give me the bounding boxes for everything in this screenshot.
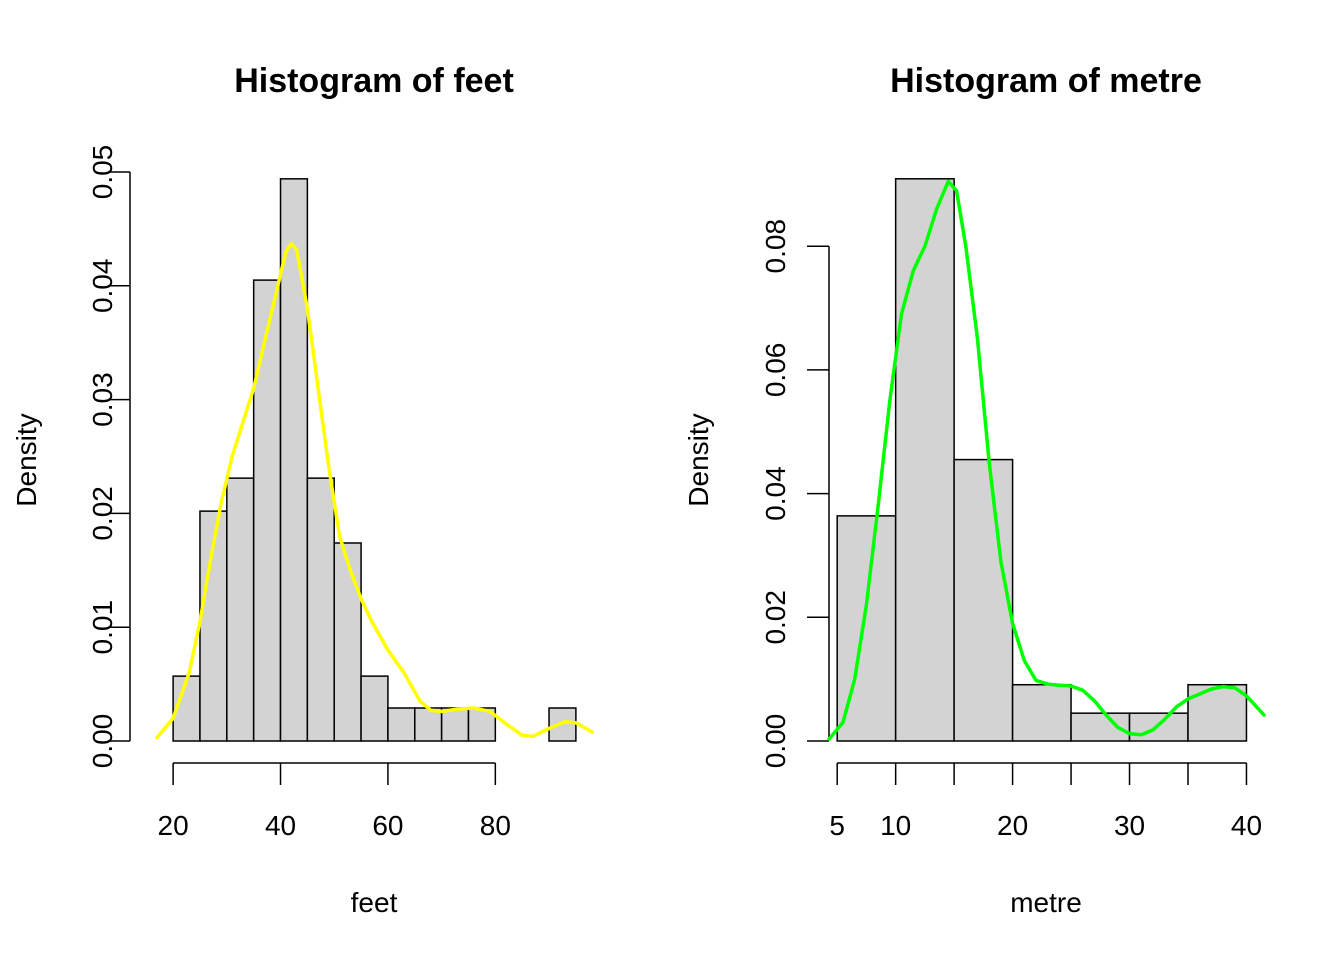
- feet-histogram-panel: Histogram of feet 0.00 0.01 0.02 0.03 0.04 0.0…: [11, 62, 594, 918]
- feet-x-axis-label: feet: [351, 887, 398, 918]
- feet-y-tick-label: 0.04: [87, 259, 118, 314]
- metre-x-tick-label: 5: [829, 810, 845, 841]
- feet-y-tick-label: 0.02: [87, 486, 118, 541]
- metre-x-axis-label: metre: [1010, 887, 1082, 918]
- metre-x-tick-label: 40: [1231, 810, 1262, 841]
- metre-histogram-bar: [1187, 683, 1248, 742]
- feet-histogram-bar: [306, 477, 335, 742]
- feet-y-tick-label: 0.03: [87, 372, 118, 427]
- feet-y-axis-label: Density: [11, 413, 42, 506]
- metre-x-tick-label: 20: [997, 810, 1028, 841]
- metre-histogram-bar: [1070, 712, 1131, 742]
- metre-histogram-bar: [953, 458, 1014, 742]
- metre-chart-title: Histogram of metre: [890, 62, 1202, 100]
- metre-histogram-bar: [894, 178, 955, 742]
- feet-x-tick-label: 20: [158, 810, 189, 841]
- feet-density-curve: [155, 241, 594, 740]
- feet-y-tick-label: 0.05: [87, 145, 118, 200]
- feet-chart-title: Histogram of feet: [234, 62, 514, 100]
- feet-x-tick-label: 60: [372, 810, 403, 841]
- feet-histogram-bar: [414, 707, 443, 742]
- feet-histogram-bar: [440, 707, 470, 742]
- feet-y-tick-label: 0.00: [87, 714, 118, 769]
- feet-histogram-bar: [387, 707, 416, 742]
- metre-x-tick-label: 30: [1114, 810, 1145, 841]
- metre-y-tick-label: 0.04: [760, 466, 791, 521]
- feet-histogram-bar: [360, 675, 389, 742]
- metre-y-tick-label: 0.08: [760, 219, 791, 274]
- metre-x-tick-label: 10: [880, 810, 911, 841]
- feet-x-tick-label: 40: [265, 810, 296, 841]
- feet-y-tick-label: 0.01: [87, 600, 118, 655]
- metre-density-curve: [827, 179, 1266, 741]
- feet-histogram-bar: [279, 178, 309, 742]
- metre-y-tick-label: 0.06: [760, 343, 791, 398]
- metre-histogram-bar: [1128, 712, 1189, 742]
- metre-y-tick-label: 0.00: [760, 714, 791, 769]
- feet-histogram-bar: [252, 279, 282, 742]
- metre-y-axis-label: Density: [683, 413, 714, 506]
- feet-histogram-bar: [226, 477, 255, 742]
- feet-histogram-bar: [333, 542, 362, 742]
- metre-histogram-panel: Histogram of metre 0.00 0.02 0.04 0.06 0.08 5 1…: [683, 62, 1266, 918]
- metre-histogram-bar: [1011, 683, 1072, 742]
- metre-y-tick-label: 0.02: [760, 590, 791, 645]
- feet-x-tick-label: 80: [480, 810, 511, 841]
